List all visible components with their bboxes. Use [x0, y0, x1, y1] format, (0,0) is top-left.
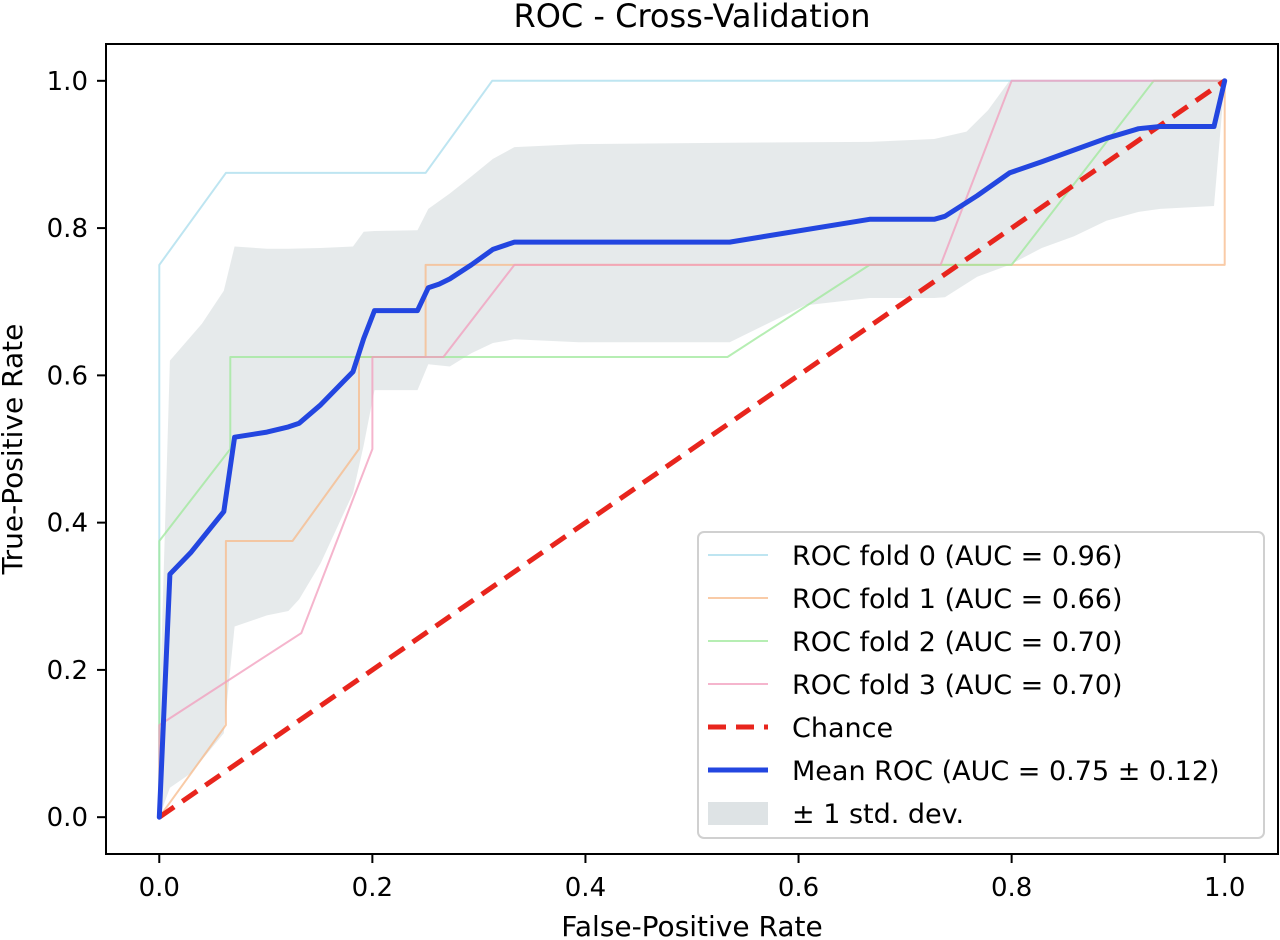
y-tick-label: 0.4: [47, 509, 88, 539]
y-axis-ticks: 0.0 0.2 0.4 0.6 0.8 1.0: [47, 67, 106, 833]
legend-label: ± 1 std. dev.: [792, 799, 964, 830]
y-tick-label: 0.6: [47, 361, 88, 391]
plot-area: [156, 78, 1228, 820]
y-axis-label: True-Positive Rate: [0, 324, 29, 576]
series-line-4: [157, 78, 1227, 820]
legend-entries: ROC fold 0 (AUC = 0.96) ROC fold 1 (AUC =…: [708, 541, 1220, 830]
x-tick-label: 0.0: [139, 873, 180, 903]
y-tick-label: 0.2: [47, 656, 88, 686]
legend-label: Chance: [792, 713, 893, 744]
legend-label: ROC fold 0 (AUC = 0.96): [792, 541, 1123, 572]
x-tick-label: 0.6: [778, 873, 819, 903]
legend-box: [697, 531, 1265, 839]
legend-swatch-band: [708, 802, 768, 825]
legend-label: Mean ROC (AUC = 0.75 ± 0.12): [792, 756, 1220, 787]
x-axis-ticks: 0.0 0.2 0.4 0.6 0.8 1.0: [139, 854, 1245, 903]
legend-label: ROC fold 2 (AUC = 0.70): [792, 627, 1123, 658]
y-tick-label: 0.0: [47, 803, 88, 833]
series-line-5: [156, 78, 1228, 820]
x-tick-label: 0.8: [991, 873, 1032, 903]
chart-title: ROC - Cross-Validation: [513, 0, 870, 35]
x-tick-label: 0.4: [565, 873, 606, 903]
series-line-3: [158, 79, 1226, 819]
series-line-0: [158, 79, 1226, 819]
legend: ROC fold 0 (AUC = 0.96) ROC fold 1 (AUC =…: [697, 531, 1265, 839]
legend-label: ROC fold 1 (AUC = 0.66): [792, 584, 1123, 615]
x-tick-label: 0.2: [352, 873, 393, 903]
axes-frame: [105, 43, 1279, 855]
x-axis-label: False-Positive Rate: [561, 910, 822, 940]
series-line-2: [158, 79, 1226, 819]
y-tick-label: 0.8: [47, 214, 88, 244]
legend-label: ROC fold 3 (AUC = 0.70): [792, 670, 1123, 701]
y-tick-label: 1.0: [47, 67, 88, 97]
x-tick-label: 1.0: [1204, 873, 1245, 903]
